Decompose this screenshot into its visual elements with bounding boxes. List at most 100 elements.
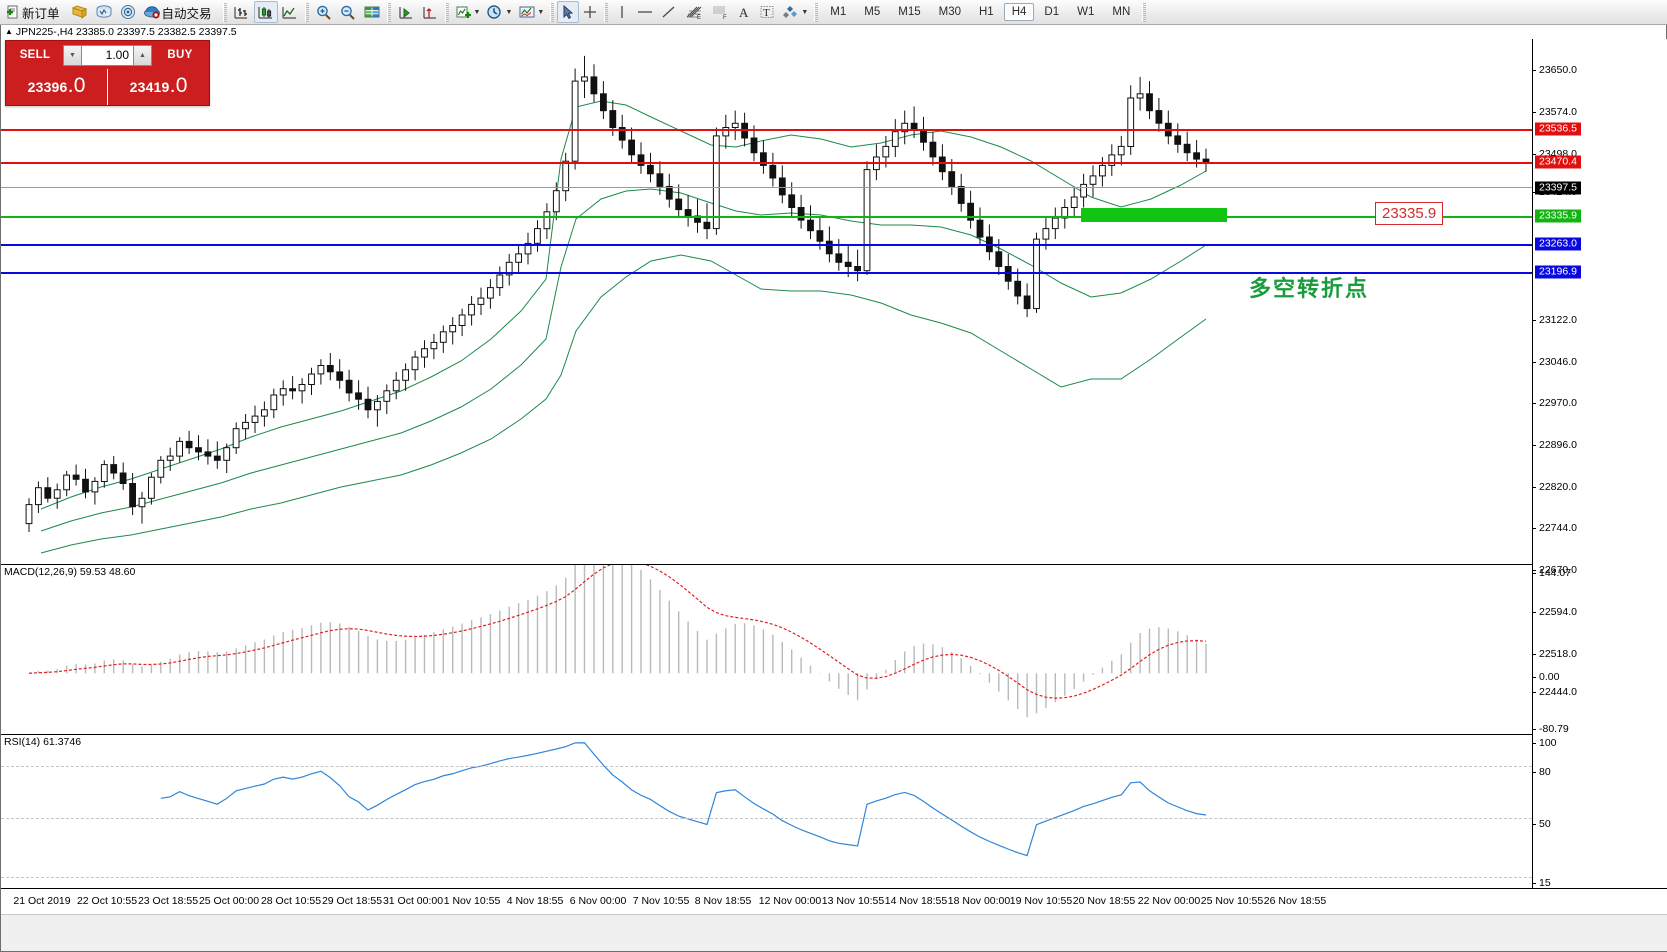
time-label: 7 Nov 10:55 (632, 895, 690, 907)
bar-chart-button[interactable] (230, 1, 254, 23)
zoom-in-icon (315, 4, 333, 20)
volume-input[interactable]: 1.00 (82, 44, 133, 66)
indicators-button[interactable]: ▼ (452, 1, 484, 23)
timeframe-m1[interactable]: M1 (830, 6, 847, 18)
navigator-button[interactable] (116, 1, 140, 23)
timeframe-mn[interactable]: MN (1112, 6, 1131, 18)
new-order-icon (5, 4, 21, 20)
line-chart-button[interactable] (278, 1, 302, 23)
vertical-line-button[interactable] (611, 1, 633, 23)
trendline-icon (660, 4, 678, 20)
timeframe-d1[interactable]: D1 (1044, 6, 1060, 18)
profiles-icon (71, 4, 89, 20)
horizontal-line-button[interactable] (633, 1, 657, 23)
support-line-2[interactable] (1, 272, 1532, 274)
profiles-button[interactable] (68, 1, 92, 23)
rsi-level-80 (1, 766, 1532, 767)
time-axis[interactable]: 21 Oct 2019 22 Oct 10:55 23 Oct 18:55 25… (1, 888, 1667, 914)
resistance-line-2[interactable] (1, 162, 1532, 164)
candlestick-chart-button[interactable] (253, 1, 278, 23)
rsi-plot (160, 742, 1207, 857)
volume-decrement-button[interactable]: ▼ (63, 44, 82, 66)
time-label: 6 Nov 00:00 (569, 895, 627, 907)
volume-stepper[interactable]: ▼ 1.00 ▲ (63, 44, 152, 66)
toolbar-separator-7 (814, 2, 819, 22)
data-window-button[interactable] (360, 1, 384, 23)
axis-tick: 23122.0 (1533, 314, 1577, 326)
support-chip-2[interactable]: 23196.9 (1535, 265, 1581, 279)
timeframe-m5[interactable]: M5 (864, 6, 881, 18)
auto-scroll-icon (397, 4, 415, 20)
trendline-button[interactable] (657, 1, 681, 23)
axis-tick: 22444.0 (1533, 686, 1577, 698)
data-window-icon (363, 4, 381, 20)
timeframe-m15[interactable]: M15 (898, 6, 921, 18)
resistance-chip-2[interactable]: 23470.4 (1535, 155, 1581, 169)
indicators-caret-icon[interactable]: ▼ (473, 8, 481, 16)
text-label-button[interactable]: T (755, 1, 779, 23)
price-axis[interactable]: 23650.0 23574.0 23498.0 23424.0 23122.0 … (1532, 39, 1667, 909)
timeframe-w1[interactable]: W1 (1077, 6, 1095, 18)
pivot-chip[interactable]: 23335.9 (1535, 209, 1581, 223)
zoom-out-button[interactable] (336, 1, 360, 23)
macd-axis-tick-zero: 0.00 (1533, 671, 1559, 683)
support-line-1[interactable] (1, 244, 1532, 246)
market-watch-icon (95, 4, 113, 20)
macd-plot-area[interactable] (1, 565, 1532, 734)
buy-button[interactable]: 23419 . 0 (108, 69, 209, 105)
toolbar-separator-6 (604, 2, 609, 22)
last-price-line (1, 187, 1532, 188)
collapse-triangle-icon[interactable]: ▲ (5, 27, 13, 36)
period-button[interactable]: ▼ (483, 1, 515, 23)
highlight-rectangle[interactable] (1081, 208, 1227, 222)
new-order-button[interactable]: 新订单 (2, 1, 68, 23)
sell-label[interactable]: SELL (19, 49, 51, 61)
sell-price-separator: . (68, 79, 73, 96)
macd-axis-tick-bottom: -80.79 (1533, 723, 1569, 735)
svg-text:E: E (697, 15, 701, 20)
timeframe-h1[interactable]: H1 (979, 6, 994, 18)
period-caret-icon[interactable]: ▼ (505, 8, 513, 16)
rsi-pane[interactable]: RSI(14) 61.3746 (1, 734, 1532, 902)
volume-increment-button[interactable]: ▲ (133, 44, 152, 66)
one-click-trading-panel[interactable]: SELL ▼ 1.00 ▲ BUY 23396 . 0 23419 . 0 (5, 40, 210, 106)
time-label: 20 Nov 18:55 (1072, 895, 1136, 907)
toolbar-separator-5 (550, 2, 555, 22)
timeframe-h4[interactable]: H4 (1003, 3, 1035, 21)
axis-tick: 22518.0 (1533, 648, 1577, 660)
shapes-button[interactable]: ▼ (779, 1, 811, 23)
cursor-button[interactable] (557, 1, 580, 23)
price-plot-area[interactable]: 23335.9 多空转折点 (1, 39, 1532, 564)
buy-label[interactable]: BUY (167, 49, 193, 61)
price-tag-annotation[interactable]: 23335.9 (1375, 202, 1444, 225)
time-label: 29 Oct 18:55 (321, 895, 383, 907)
rsi-plot-area[interactable] (1, 735, 1532, 902)
chart-shift-icon (421, 4, 439, 20)
shapes-caret-icon[interactable]: ▼ (801, 8, 809, 16)
auto-scroll-button[interactable] (394, 1, 418, 23)
time-label: 25 Nov 10:55 (1200, 895, 1264, 907)
resistance-line-1[interactable] (1, 129, 1532, 131)
price-pane[interactable]: 23335.9 多空转折点 (1, 39, 1532, 564)
support-chip-1[interactable]: 23263.0 (1535, 237, 1581, 251)
axis-tick: 22670.0 (1533, 564, 1577, 576)
text-button[interactable]: A (733, 1, 755, 23)
pivot-line[interactable] (1, 216, 1532, 218)
zoom-in-button[interactable] (312, 1, 336, 23)
bar-chart-icon (233, 4, 251, 20)
macd-pane[interactable]: MACD(12,26,9) 59.53 48.60 (1, 564, 1532, 734)
sell-button[interactable]: 23396 . 0 (6, 69, 108, 105)
resistance-chip-1[interactable]: 23536.5 (1535, 122, 1581, 136)
autotrading-button[interactable]: 自动交易 (140, 1, 220, 23)
chinese-annotation[interactable]: 多空转折点 (1249, 276, 1370, 301)
channel-button[interactable]: F (707, 1, 733, 23)
crosshair-button[interactable] (579, 1, 601, 23)
axis-tick: 22970.0 (1533, 397, 1577, 409)
templates-button[interactable]: ▼ (515, 1, 547, 23)
templates-caret-icon[interactable]: ▼ (537, 8, 545, 16)
chart-shift-button[interactable] (418, 1, 442, 23)
rsi-level-15 (1, 877, 1532, 878)
market-watch-button[interactable] (92, 1, 116, 23)
timeframe-m30[interactable]: M30 (938, 6, 961, 18)
fibonacci-button[interactable]: E (681, 1, 707, 23)
